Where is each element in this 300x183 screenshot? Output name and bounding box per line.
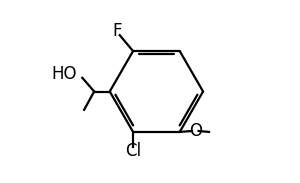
Text: HO: HO <box>51 65 77 83</box>
Text: O: O <box>189 122 202 140</box>
Text: Cl: Cl <box>125 142 141 160</box>
Text: F: F <box>113 22 122 40</box>
